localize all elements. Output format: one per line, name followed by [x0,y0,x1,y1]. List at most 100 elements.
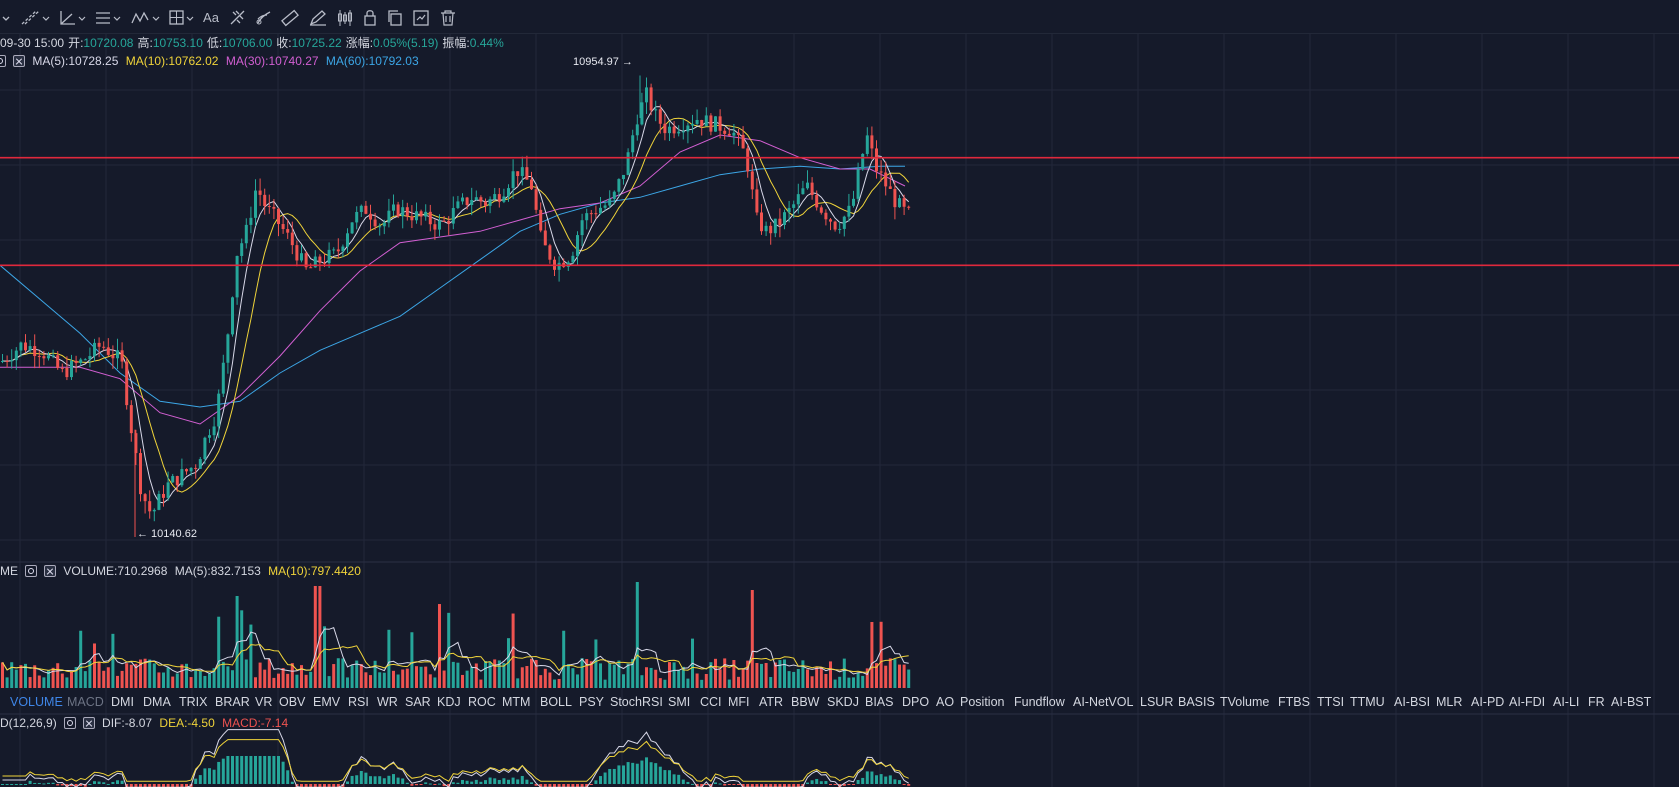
indicator-tab-ao[interactable]: AO [936,695,955,709]
volume-bar [668,662,671,688]
measure-icon[interactable] [228,8,248,28]
screenshot-icon[interactable] [412,8,430,28]
ray-line-icon[interactable] [20,8,50,28]
indicator-tab-bbw[interactable]: BBW [791,695,820,709]
indicator-tab-emv[interactable]: EMV [313,695,341,709]
indicator-tab-ai-li[interactable]: AI-LI [1553,695,1580,709]
volume-bar [474,663,478,688]
candle-body [350,222,354,234]
indicator-tab-wr[interactable]: WR [377,695,398,709]
settings-icon[interactable] [0,55,6,67]
lock-icon[interactable] [362,8,378,28]
indicator-tab-dpo[interactable]: DPO [902,695,930,709]
macd-lines [2,729,909,787]
settings-icon[interactable] [63,717,76,729]
indicator-tab-ai-fdi[interactable]: AI-FDI [1509,695,1546,709]
indicator-tab-ai-bst[interactable]: AI-BST [1611,695,1652,709]
settings-icon[interactable] [25,565,37,577]
indicator-tab-kdj[interactable]: KDJ [437,695,461,709]
ma-info: MA(5):10728.25 MA(10):10762.02 MA(30):10… [0,53,423,69]
candle-body [102,346,106,348]
macd-bar [603,772,607,784]
macd-bar [847,784,851,785]
indicator-tab-vr[interactable]: VR [255,695,273,709]
indicator-tab-tvolume[interactable]: TVolume [1220,695,1270,709]
wave-pattern-icon[interactable] [130,8,162,28]
indicator-tab-ftbs[interactable]: FTBS [1278,695,1310,709]
indicator-tab-ttmu[interactable]: TTMU [1350,695,1385,709]
indicator-tab-psy[interactable]: PSY [579,695,605,709]
indicator-tab-dmi[interactable]: DMI [111,695,134,709]
volume-bar [304,674,308,688]
close-icon[interactable] [44,565,56,577]
indicator-tab-fundflow[interactable]: Fundflow [1014,695,1065,709]
angle-line-icon[interactable] [58,8,88,28]
candle-tool-icon[interactable] [335,8,355,28]
indicator-tab-mfi[interactable]: MFI [728,695,750,709]
indicator-tab-obv[interactable]: OBV [279,695,306,709]
volume-bar [801,660,805,688]
volume-bar [419,666,423,688]
close-icon[interactable] [13,55,25,67]
indicator-tab-ai-pd[interactable]: AI-PD [1471,695,1505,709]
volume-bar [769,677,773,688]
indicator-tab-smi[interactable]: SMI [668,695,691,709]
close-icon[interactable] [82,717,95,729]
indicator-tab-brar[interactable]: BRAR [215,695,250,709]
indicator-tab-ttsi[interactable]: TTSI [1317,695,1345,709]
volume-bar [359,664,363,688]
ruler-icon[interactable] [280,8,300,28]
candle-body [833,221,837,230]
indicator-tab-macd[interactable]: MACD [67,695,104,709]
brush-icon[interactable] [254,8,274,28]
trash-icon[interactable] [439,8,457,28]
macd-bar [134,784,138,787]
macd-bar [681,779,685,784]
indicator-tab-trix[interactable]: TRIX [179,695,208,709]
candle-body [769,225,773,234]
indicator-tab-mtm[interactable]: MTM [502,695,531,709]
candlestick-chart[interactable]: 10954.97 → ← 10140.62 [0,34,1679,787]
chevron-down-icon[interactable] [0,8,16,28]
indicator-tab-position[interactable]: Position [960,695,1005,709]
indicator-tab-boll[interactable]: BOLL [540,695,572,709]
volume-bar [787,671,791,688]
indicator-tab-mlr[interactable]: MLR [1436,695,1463,709]
indicator-tab-bias[interactable]: BIAS [865,695,894,709]
copy-icon[interactable] [386,8,404,28]
ma-lines [0,106,910,504]
volume-bar [810,676,814,688]
rect-tool-icon[interactable] [168,8,198,28]
indicator-tab-skdj[interactable]: SKDJ [827,695,859,709]
parallel-lines-icon[interactable] [94,8,124,28]
macd-bar [589,784,593,785]
indicator-tab-rsi[interactable]: RSI [348,695,369,709]
indicator-tab-cci[interactable]: CCI [700,695,722,709]
volume-bar [97,661,101,688]
indicator-tab-volume[interactable]: VOLUME [10,695,63,709]
candle-body [401,207,405,217]
indicator-tab-dma[interactable]: DMA [143,695,171,709]
macd-bar [819,781,823,784]
volume-bar [33,665,37,688]
indicator-tab-basis[interactable]: BASIS [1178,695,1215,709]
indicator-tab-roc[interactable]: ROC [468,695,496,709]
indicator-tab-ai-bsi[interactable]: AI-BSI [1394,695,1431,709]
indicator-tab-atr[interactable]: ATR [759,695,784,709]
volume-bar [893,659,897,688]
indicator-tab-ai-netvol[interactable]: AI-NetVOL [1073,695,1134,709]
candle-body [74,360,78,363]
candle-body [907,206,911,208]
pencil-icon[interactable] [308,8,328,28]
volume-bar [226,666,230,688]
indicator-tab-lsur[interactable]: LSUR [1140,695,1174,709]
indicator-tab-stochrsi[interactable]: StochRSI [610,695,663,709]
indicator-tab-sar[interactable]: SAR [405,695,431,709]
macd-bar [663,770,667,784]
candle-body [796,194,800,205]
text-tool-icon[interactable]: Aa [203,10,219,25]
volume-bar [93,643,96,688]
candle-body [470,200,474,206]
indicator-tab-fr[interactable]: FR [1588,695,1605,709]
candle-body [277,208,280,225]
